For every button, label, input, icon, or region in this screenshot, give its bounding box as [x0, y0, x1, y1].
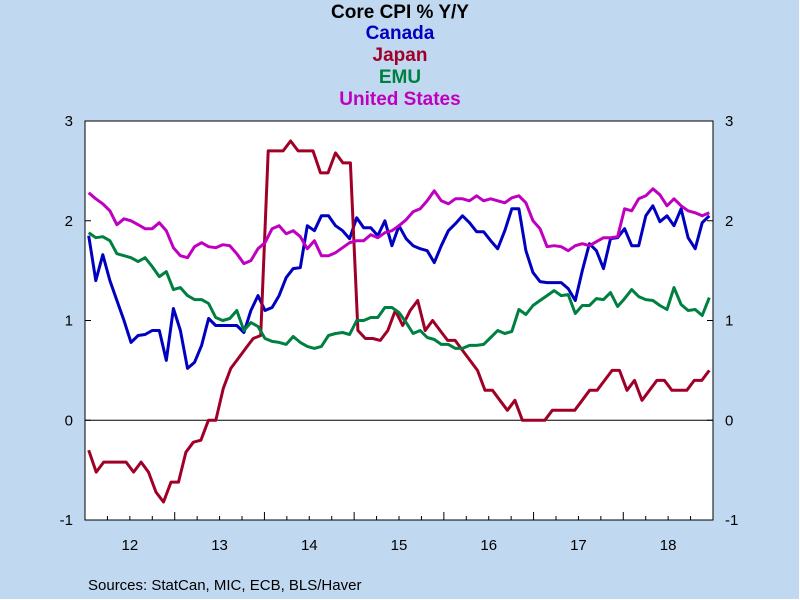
y-tick-label-left: 1 — [65, 313, 73, 330]
x-tick-label: 12 — [122, 537, 139, 554]
y-tick-label-left: -1 — [60, 512, 73, 529]
series-line-japan — [87, 139, 711, 504]
y-tick-label-right: 1 — [725, 313, 733, 330]
x-tick-label: 14 — [301, 537, 318, 554]
legend-canada: Canada — [365, 23, 435, 44]
x-tick-label: 15 — [391, 537, 408, 554]
y-tick-label-left: 3 — [65, 113, 73, 130]
series-line-emu — [87, 231, 711, 350]
legend-japan: Japan — [372, 45, 428, 66]
chart-title: Core CPI % Y/Y — [331, 2, 469, 23]
x-tick-label: 17 — [570, 537, 587, 554]
y-tick-label-right: 0 — [725, 412, 733, 429]
x-tick-label: 18 — [660, 537, 677, 554]
x-tick-label: 16 — [480, 537, 497, 554]
legend-emu: EMU — [378, 67, 422, 88]
y-tick-label-left: 2 — [65, 213, 73, 230]
legend-united-states: United States — [339, 89, 461, 110]
source-note: Sources: StatCan, MIC, ECB, BLS/Haver — [88, 577, 362, 594]
x-tick-label: 13 — [211, 537, 228, 554]
series-line-united-states — [87, 187, 710, 266]
y-tick-label-right: 2 — [725, 213, 733, 230]
y-tick-label-right: -1 — [725, 512, 738, 529]
y-tick-label-left: 0 — [65, 412, 73, 429]
y-tick-label-right: 3 — [725, 113, 733, 130]
